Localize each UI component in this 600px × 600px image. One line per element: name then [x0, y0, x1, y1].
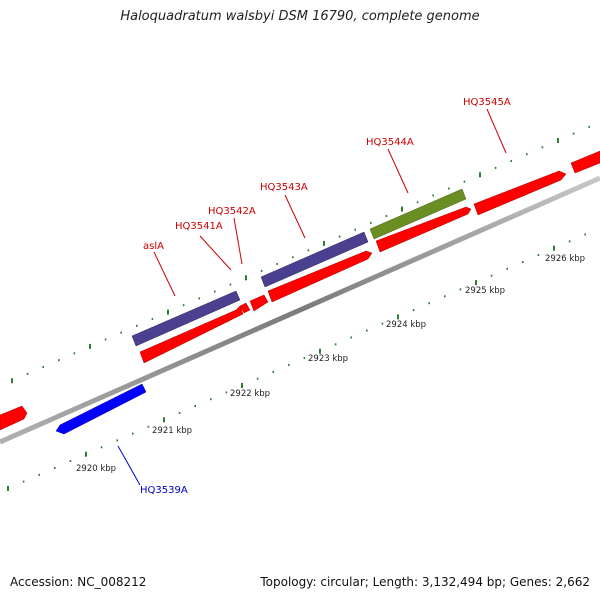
ruler-label: 2920 kbp [76, 464, 116, 474]
feature-HQ3543A-upper[interactable] [260, 231, 369, 288]
map-title: Haloquadratum walsbyi DSM 16790, complet… [120, 9, 480, 24]
gene-label-HQ3543A[interactable]: HQ3543A [260, 182, 308, 193]
leader-HQ3545A [486, 108, 507, 154]
gene-label-HQ3539A[interactable]: HQ3539A [140, 485, 188, 496]
gene-arrow-HQ3541A[interactable] [239, 302, 251, 314]
ruler-label: 2925 kbp [465, 286, 505, 296]
ruler-label: 2926 kbp [545, 254, 585, 264]
gene-arrow-HQ3543A[interactable] [267, 250, 373, 303]
ruler-label: 2923 kbp [308, 354, 348, 364]
gene-arrow-HQ3544A[interactable] [375, 206, 472, 253]
gene-label-HQ3542A[interactable]: HQ3542A [208, 206, 256, 217]
leader-HQ3541A [199, 235, 232, 271]
tick-track-top [11, 125, 591, 384]
feature-HQ3544A-upper[interactable] [369, 188, 467, 240]
genome-summary-text: Topology: circular; Length: 3,132,494 bp… [260, 575, 590, 589]
ruler-label: 2924 kbp [386, 320, 426, 330]
gene-label-aslA[interactable]: aslA [143, 241, 164, 252]
leader-HQ3539A [117, 445, 141, 486]
gene-label-HQ3541A[interactable]: HQ3541A [175, 221, 223, 232]
gene-arrow-prev[interactable] [0, 405, 28, 431]
gene-arrow-HQ3542A[interactable] [249, 294, 269, 312]
ruler-label: 2921 kbp [152, 426, 192, 436]
leader-aslA [153, 251, 176, 297]
leader-HQ3544A [387, 148, 409, 194]
genome-backbone [0, 175, 600, 445]
gene-label-HQ3544A[interactable]: HQ3544A [366, 137, 414, 148]
gene-arrow-aslA[interactable] [139, 305, 244, 364]
leader-HQ3542A [233, 217, 243, 265]
gene-label-HQ3545A[interactable]: HQ3545A [463, 97, 511, 108]
accession-text: Accession: NC_008212 [10, 575, 147, 589]
gene-arrow-HQ3545A[interactable] [473, 170, 567, 216]
ruler-label: 2922 kbp [230, 389, 270, 399]
tick-track-bottom [7, 233, 587, 491]
feature-aslA-upper[interactable] [131, 290, 241, 347]
gene-arrow-HQ3539A[interactable] [55, 383, 147, 435]
leader-HQ3543A [284, 194, 306, 239]
gene-arrow-next[interactable] [570, 150, 600, 174]
